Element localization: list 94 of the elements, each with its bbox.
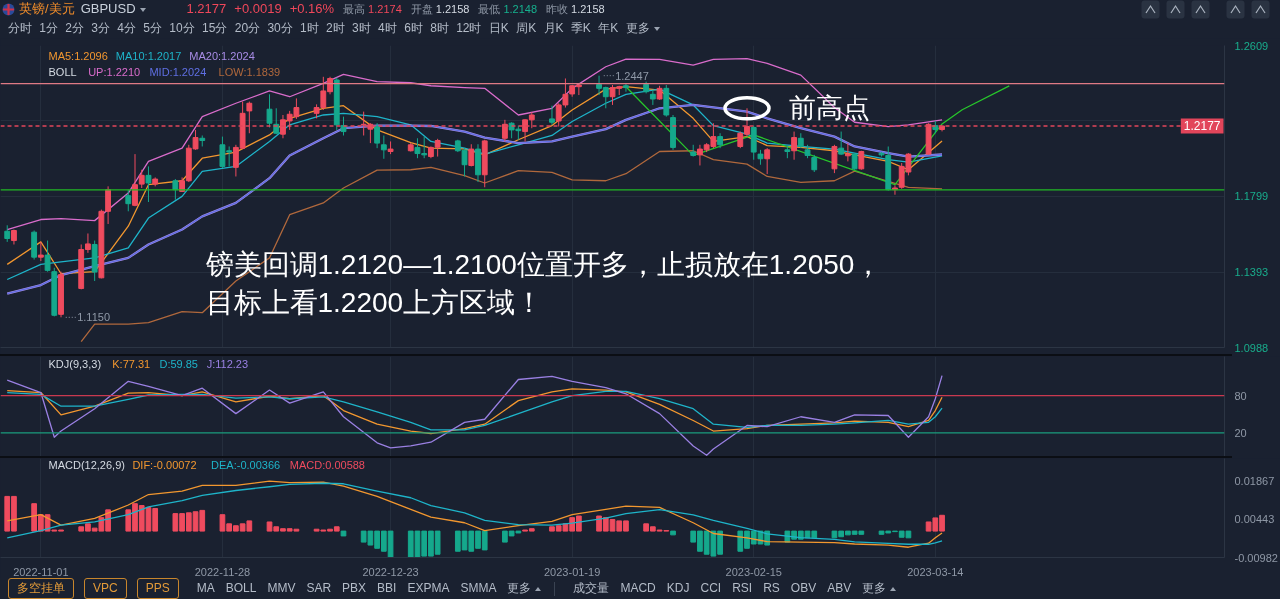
text: KDJ bbox=[666, 579, 690, 597]
bar bbox=[340, 530, 347, 537]
candlestick bbox=[791, 131, 797, 161]
candlestick bbox=[125, 189, 132, 212]
candlestick bbox=[266, 93, 273, 128]
text: VPC bbox=[84, 577, 127, 599]
text: 昨收 bbox=[546, 1, 569, 17]
y-tick-label: 1.2609 bbox=[1234, 39, 1269, 52]
ref-line-label: 1.2177 bbox=[1183, 119, 1221, 134]
text: OBV bbox=[790, 579, 817, 597]
candlestick bbox=[37, 241, 44, 262]
text: BOLL bbox=[225, 579, 257, 597]
text: MACD:0.00588 bbox=[289, 459, 365, 472]
text: LOW:1.1839 bbox=[218, 65, 281, 78]
text: +0.16% bbox=[289, 0, 335, 19]
candlestick bbox=[764, 147, 771, 175]
text: 成交量 bbox=[573, 579, 610, 597]
y-tick-label: 20 bbox=[1234, 426, 1247, 439]
y-tick-label: 1.1393 bbox=[1234, 266, 1269, 279]
candlestick bbox=[145, 165, 152, 203]
x-tick-label: 2023-02-15 bbox=[725, 565, 782, 578]
series-label: DEA:-0.00366 bbox=[211, 459, 281, 472]
text: K:77.31 bbox=[112, 357, 151, 370]
text: 1.1150 bbox=[77, 311, 110, 324]
text: 开盘 bbox=[410, 1, 433, 17]
candlestick bbox=[340, 116, 347, 136]
legend-title: BOLL bbox=[48, 65, 77, 78]
candlestick bbox=[44, 240, 51, 273]
text: 1.2148 bbox=[503, 1, 538, 17]
text: SAR bbox=[306, 579, 332, 597]
text: 分时 1分 2分 3分 4分 5分 10分 15分 20分 30分 1时 2时 3时 4时 6时 8时 12时 日K 周K 月K 季K 年K 更多 bbox=[8, 19, 650, 37]
y-tick-label: -0.00982 bbox=[1234, 551, 1278, 564]
candlestick bbox=[380, 134, 387, 160]
text: 最低 bbox=[478, 1, 501, 17]
candlestick bbox=[501, 119, 508, 142]
series-label: DIF:-0.00072 bbox=[132, 459, 197, 472]
candlestick bbox=[172, 178, 179, 201]
legend-title: KDJ(9,3,3) bbox=[48, 357, 102, 370]
line-series bbox=[6, 374, 943, 456]
text: MA20:1.2024 bbox=[189, 49, 255, 62]
x-tick-label: 2023-01-19 bbox=[544, 565, 601, 578]
text: 英镑/美元 bbox=[19, 0, 75, 19]
x-tick-label: 2022-11-01 bbox=[13, 565, 69, 578]
annotation: 前高点 bbox=[789, 93, 871, 124]
text: GBPUSD bbox=[80, 0, 136, 19]
x-tick-label: 2022-12-23 bbox=[362, 565, 419, 578]
x-tick-label: 2023-03-14 bbox=[907, 565, 964, 578]
legend-title: MACD(12,26,9) bbox=[48, 459, 125, 472]
annotation: 镑美回调1.2120—1.2100位置开多，止损放在1.2050，目标上看1.2200上方区域！ bbox=[204, 249, 883, 318]
text: PPS bbox=[136, 577, 179, 599]
candlestick bbox=[831, 144, 838, 174]
text: PBX bbox=[342, 579, 367, 597]
text: 1.2447 bbox=[615, 69, 649, 82]
line-series bbox=[80, 150, 943, 343]
text: 多空挂单 bbox=[8, 577, 74, 599]
text: +0.0019 bbox=[234, 0, 282, 19]
x-tick-label: 2022-11-28 bbox=[194, 565, 251, 578]
text: MA bbox=[196, 579, 215, 597]
candlestick bbox=[649, 89, 656, 106]
text: MACD bbox=[620, 579, 656, 597]
text: RS bbox=[763, 579, 780, 597]
y-tick-label: 0.00443 bbox=[1234, 513, 1275, 526]
text: 1.2177 bbox=[186, 0, 227, 19]
text: 最高 bbox=[343, 1, 366, 17]
candlestick bbox=[374, 122, 381, 149]
text: BBI bbox=[377, 579, 397, 597]
text: EXPMA bbox=[407, 579, 450, 597]
series-label: J:112.23 bbox=[206, 357, 249, 370]
text: D:59.85 bbox=[159, 357, 198, 370]
text: 更多 bbox=[507, 579, 532, 597]
text: ABV bbox=[827, 579, 852, 597]
text: MA5:1.2096 bbox=[48, 49, 108, 62]
candlestick bbox=[838, 131, 845, 156]
text: RSI bbox=[732, 579, 753, 597]
text: 1.2174 bbox=[368, 1, 402, 17]
y-tick-label: 1.1799 bbox=[1234, 190, 1269, 203]
text: 1.2158 bbox=[435, 1, 470, 17]
y-tick-label: 80 bbox=[1234, 389, 1247, 402]
text: CCI bbox=[700, 579, 722, 597]
text: MA10:1.2017 bbox=[115, 49, 182, 62]
y-tick-label: 0.01867 bbox=[1234, 474, 1275, 487]
candlestick bbox=[844, 142, 851, 162]
text: MMV bbox=[267, 579, 296, 597]
candlestick bbox=[623, 82, 629, 93]
text: 1.2158 bbox=[571, 1, 605, 17]
y-tick-label: 1.0988 bbox=[1234, 341, 1269, 354]
bar bbox=[670, 530, 676, 536]
line-series bbox=[625, 85, 1010, 186]
text: SMMA bbox=[460, 579, 497, 597]
candlestick bbox=[549, 105, 555, 126]
candlestick bbox=[246, 101, 253, 134]
text: MID:1.2024 bbox=[149, 65, 207, 78]
text: UP:1.2210 bbox=[88, 65, 141, 78]
text: 更多 bbox=[862, 579, 887, 597]
